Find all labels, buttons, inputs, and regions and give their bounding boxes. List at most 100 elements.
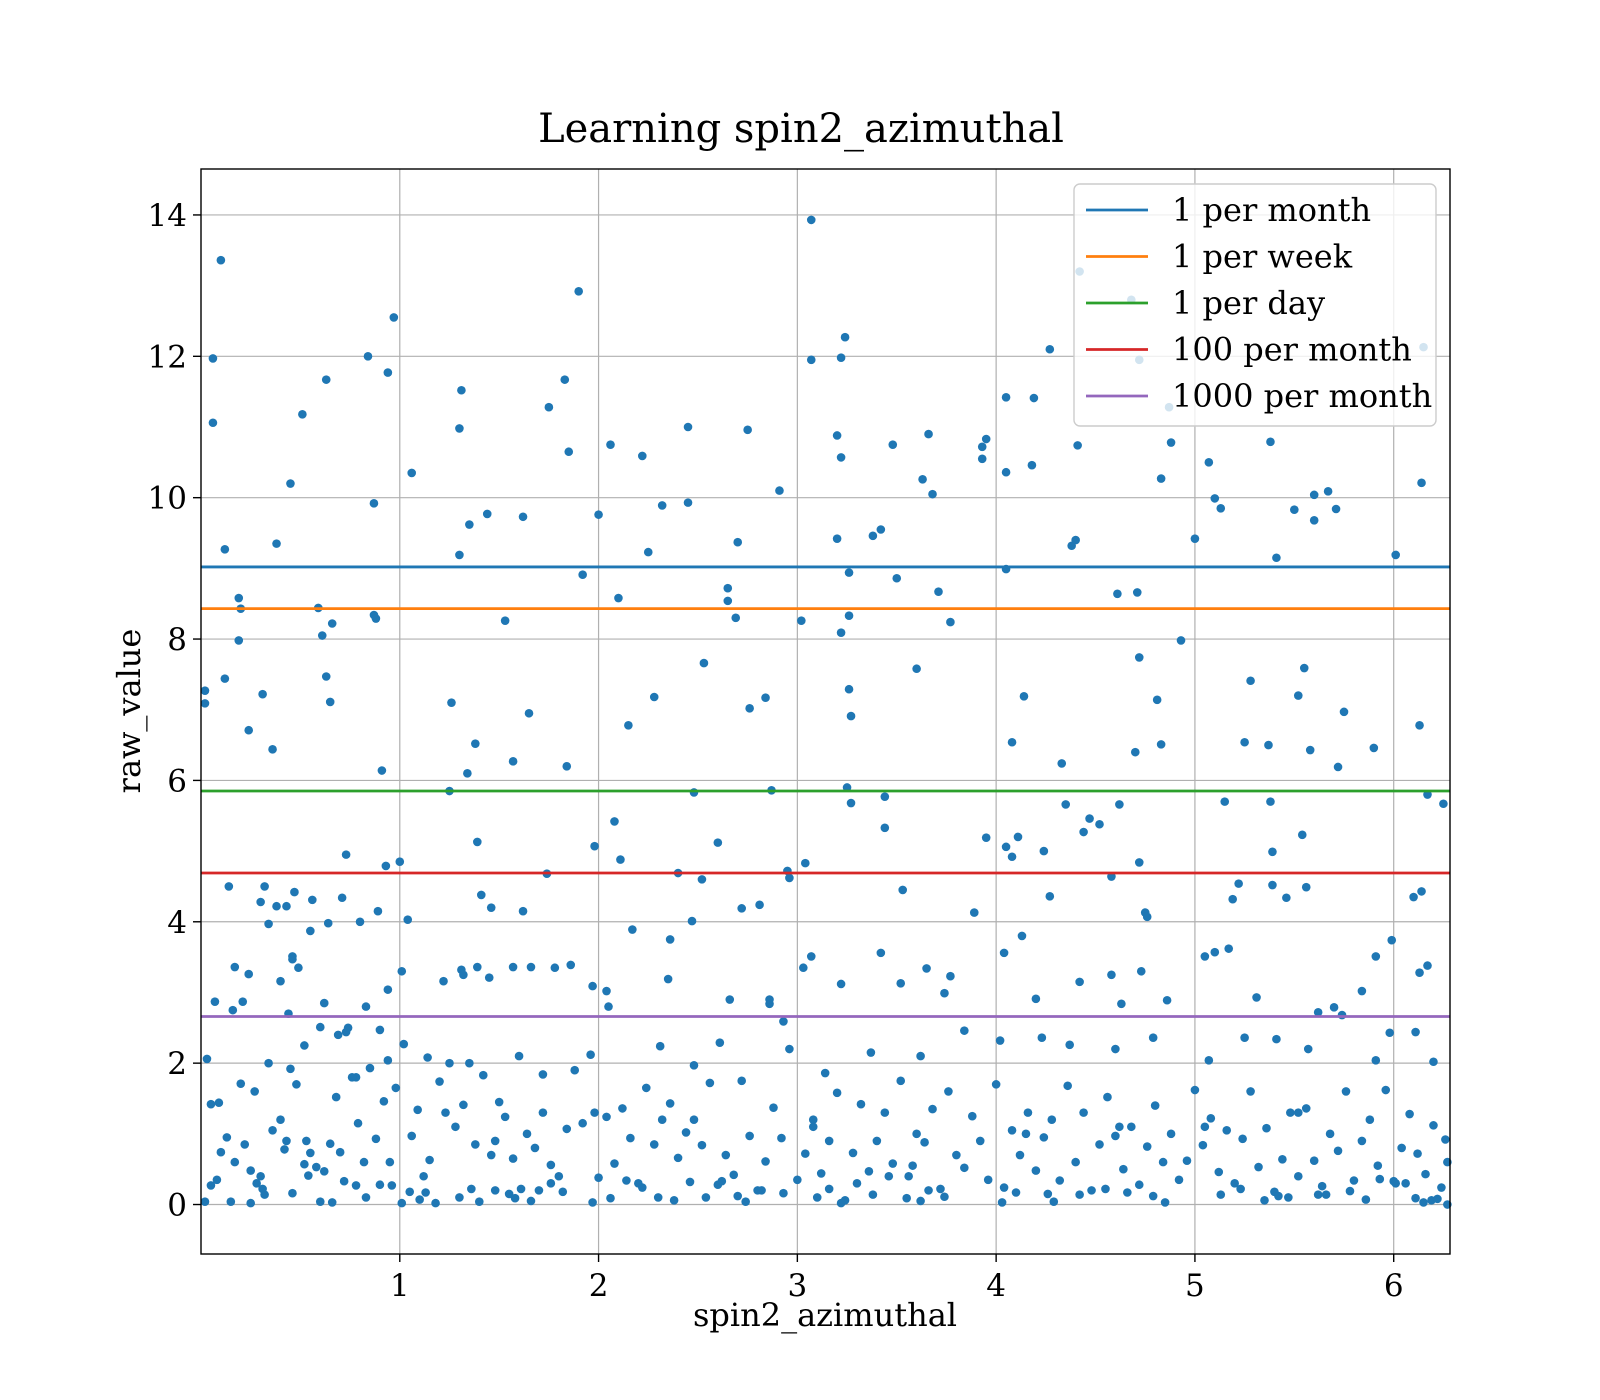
data-point bbox=[355, 917, 365, 927]
data-point bbox=[1049, 1197, 1059, 1206]
y-tick-label: 0 bbox=[167, 1188, 187, 1224]
data-point bbox=[1373, 1161, 1383, 1170]
data-point bbox=[769, 1103, 778, 1112]
data-point bbox=[880, 792, 890, 801]
data-point bbox=[333, 1030, 343, 1040]
x-tick-label: 5 bbox=[1185, 1268, 1205, 1304]
data-point bbox=[616, 855, 625, 864]
data-point bbox=[1113, 589, 1122, 599]
data-point bbox=[916, 1051, 925, 1061]
data-point bbox=[1391, 550, 1400, 560]
data-point bbox=[415, 1195, 424, 1204]
data-point bbox=[508, 757, 518, 766]
data-point bbox=[238, 997, 248, 1006]
data-point bbox=[371, 614, 381, 623]
data-point bbox=[361, 1193, 371, 1202]
data-point bbox=[868, 531, 878, 541]
data-point bbox=[490, 1186, 500, 1195]
data-point bbox=[1349, 1176, 1359, 1185]
legend-label: 1000 per month bbox=[1172, 377, 1432, 415]
data-point bbox=[399, 1039, 409, 1049]
data-point bbox=[1079, 827, 1088, 837]
data-point bbox=[683, 498, 693, 507]
data-point bbox=[918, 475, 927, 484]
threshold-lines bbox=[201, 565, 1450, 1018]
data-point bbox=[846, 798, 856, 808]
data-point bbox=[1017, 931, 1027, 941]
data-point bbox=[288, 954, 297, 964]
data-point bbox=[300, 1159, 309, 1169]
data-point bbox=[1361, 1195, 1371, 1204]
data-point bbox=[1266, 797, 1275, 806]
data-point bbox=[228, 1005, 238, 1015]
data-point bbox=[922, 964, 931, 973]
data-point bbox=[801, 858, 810, 868]
data-point bbox=[325, 1139, 335, 1149]
data-point bbox=[1071, 1157, 1080, 1167]
data-point bbox=[725, 995, 735, 1004]
data-point bbox=[1433, 1194, 1442, 1204]
data-point bbox=[546, 1160, 556, 1170]
data-point bbox=[371, 1134, 381, 1144]
data-point bbox=[1222, 1126, 1232, 1135]
data-point bbox=[510, 1193, 520, 1203]
data-point bbox=[960, 1163, 969, 1173]
data-point bbox=[1331, 504, 1341, 514]
data-point bbox=[779, 1017, 788, 1026]
data-point bbox=[618, 1104, 627, 1113]
x-tick-label: 1 bbox=[390, 1268, 410, 1304]
data-point bbox=[1160, 1198, 1170, 1207]
data-point bbox=[1236, 1184, 1245, 1194]
data-point bbox=[1333, 1146, 1343, 1156]
data-point bbox=[1268, 847, 1277, 857]
data-point bbox=[1437, 1183, 1446, 1192]
data-point bbox=[1055, 1176, 1065, 1185]
data-point bbox=[793, 1175, 802, 1185]
data-point bbox=[490, 1136, 500, 1146]
data-point bbox=[1371, 952, 1381, 961]
data-point bbox=[1001, 467, 1011, 477]
data-point bbox=[999, 948, 1009, 958]
legend: 1 per month 1 per week 1 per day 100 per mo… bbox=[1073, 183, 1437, 427]
data-point bbox=[1266, 437, 1275, 447]
data-point bbox=[1409, 892, 1418, 902]
data-point bbox=[745, 1131, 754, 1141]
data-point bbox=[208, 418, 218, 428]
data-point bbox=[940, 1192, 949, 1202]
data-point bbox=[471, 1140, 480, 1149]
data-point bbox=[1238, 1134, 1247, 1144]
data-point bbox=[777, 1133, 786, 1143]
data-point bbox=[1115, 800, 1124, 809]
data-point bbox=[1111, 1131, 1120, 1141]
data-point bbox=[222, 1133, 232, 1142]
data-point bbox=[1301, 1104, 1311, 1113]
data-point bbox=[653, 1193, 663, 1202]
data-point bbox=[256, 1171, 265, 1181]
data-point bbox=[1150, 1101, 1160, 1110]
data-point bbox=[562, 1124, 572, 1134]
data-point bbox=[705, 1078, 715, 1088]
data-point bbox=[272, 539, 281, 548]
data-point bbox=[876, 948, 886, 958]
data-point bbox=[1385, 1028, 1395, 1038]
data-point bbox=[407, 468, 417, 478]
data-point bbox=[1029, 393, 1039, 403]
data-point bbox=[1337, 1010, 1347, 1020]
data-point bbox=[383, 985, 393, 994]
data-point bbox=[202, 1054, 212, 1064]
data-point bbox=[940, 988, 949, 998]
data-point bbox=[560, 375, 570, 384]
data-point bbox=[832, 431, 842, 440]
data-point bbox=[236, 1079, 246, 1088]
data-point bbox=[465, 520, 474, 529]
x-tick-label: 4 bbox=[986, 1268, 1006, 1304]
data-point bbox=[610, 1159, 619, 1168]
data-point bbox=[588, 1198, 597, 1207]
data-point bbox=[1142, 912, 1152, 922]
data-point bbox=[689, 1060, 699, 1070]
data-point bbox=[1333, 762, 1343, 772]
legend-box bbox=[1073, 183, 1437, 427]
data-point bbox=[872, 1136, 882, 1146]
data-point bbox=[508, 962, 518, 972]
data-point bbox=[1371, 1056, 1381, 1065]
